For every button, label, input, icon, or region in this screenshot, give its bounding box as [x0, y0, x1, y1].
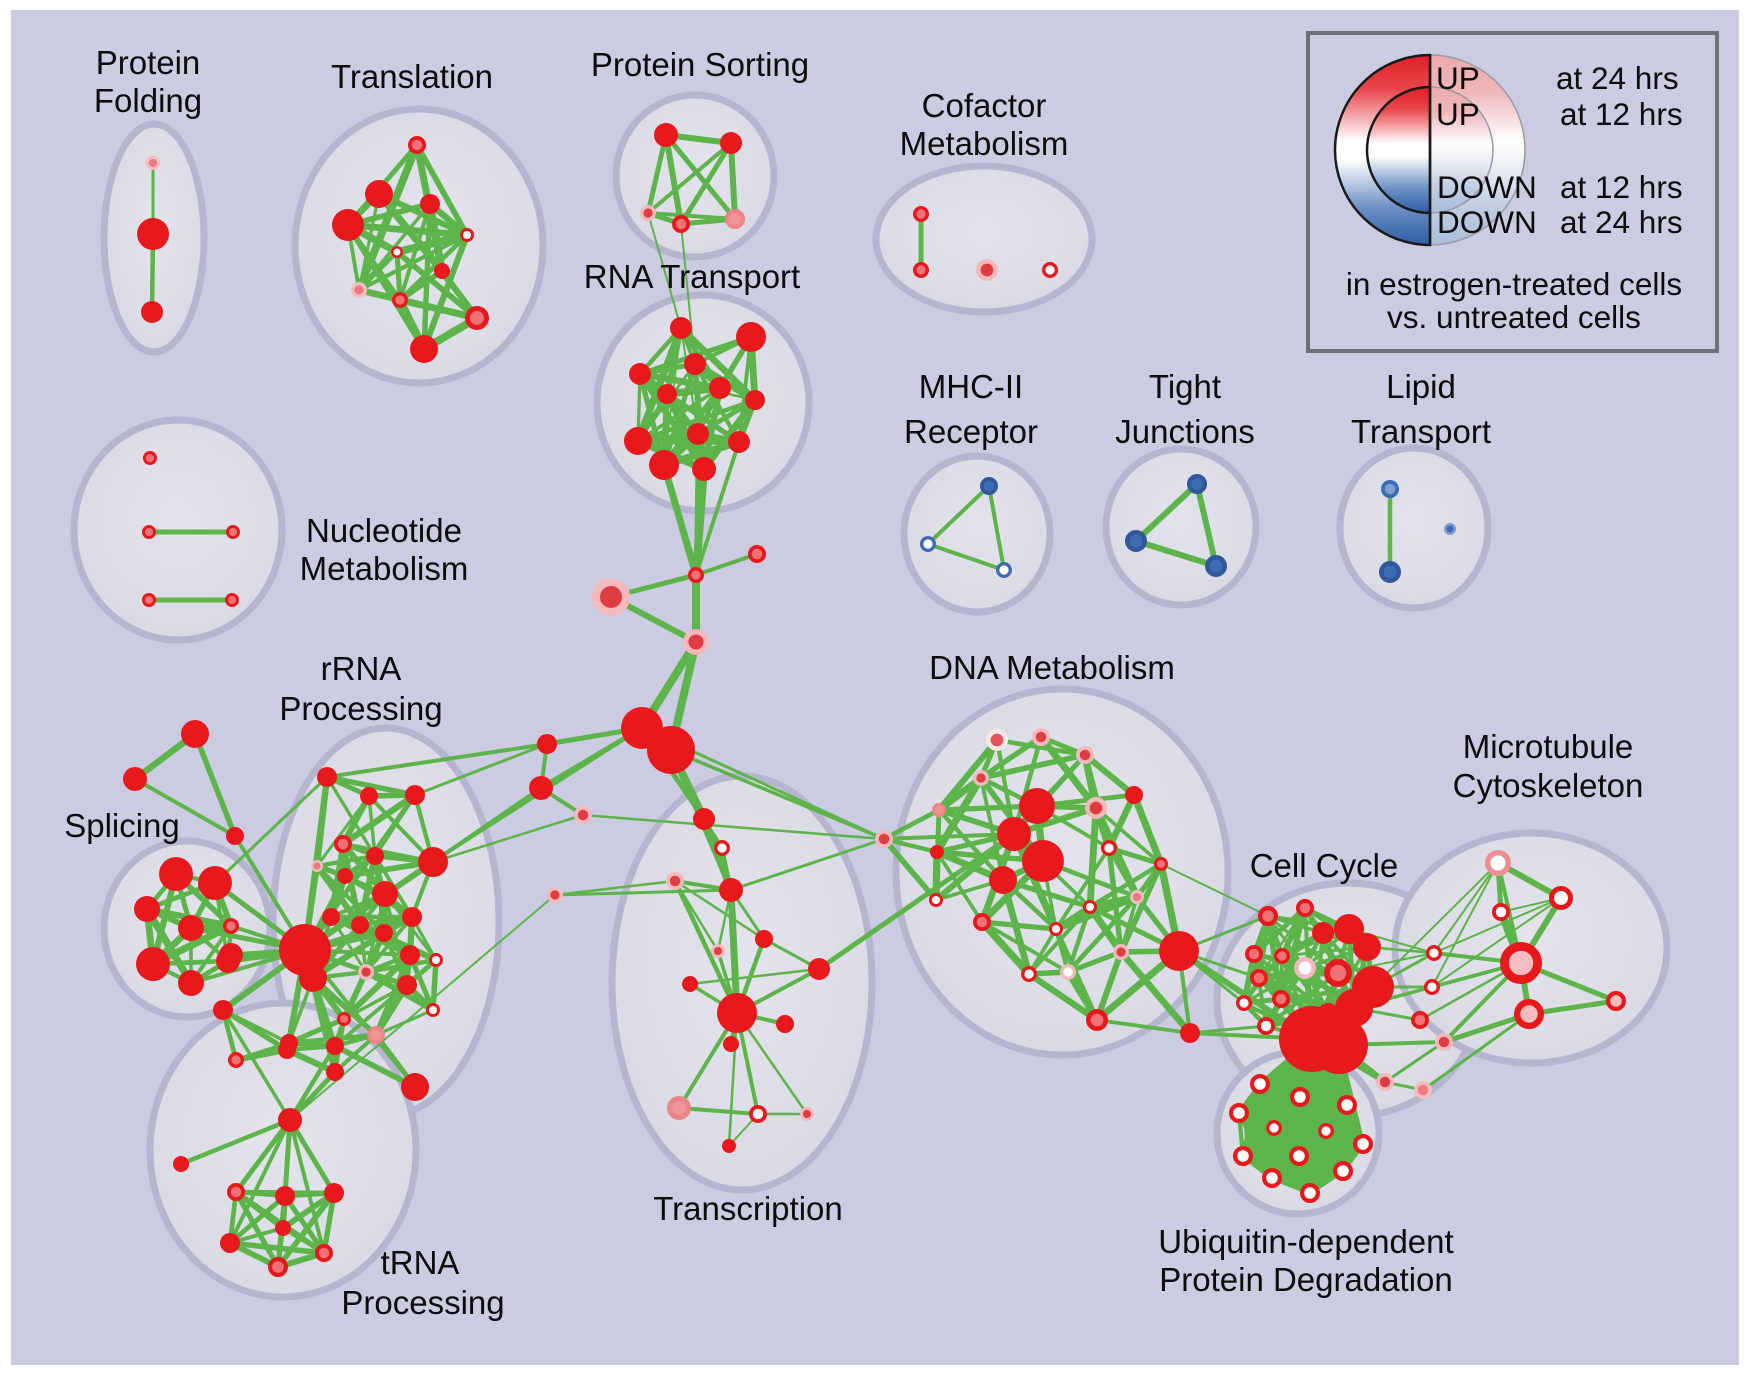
svg-text:Protein: Protein: [96, 44, 201, 81]
svg-text:rRNA: rRNA: [321, 650, 402, 687]
svg-text:at 12 hrs: at 12 hrs: [1560, 169, 1683, 205]
svg-text:Receptor: Receptor: [904, 413, 1038, 450]
svg-text:Metabolism: Metabolism: [300, 550, 469, 587]
svg-text:DOWN: DOWN: [1437, 204, 1537, 240]
svg-text:Splicing: Splicing: [64, 807, 180, 844]
svg-text:Cytoskeleton: Cytoskeleton: [1453, 767, 1644, 804]
svg-text:UP: UP: [1436, 96, 1480, 132]
svg-text:vs. untreated cells: vs. untreated cells: [1387, 299, 1641, 335]
svg-text:Transport: Transport: [1351, 413, 1491, 450]
svg-text:Microtubule: Microtubule: [1463, 728, 1634, 765]
svg-text:Translation: Translation: [331, 58, 493, 95]
svg-text:Transcription: Transcription: [653, 1190, 843, 1227]
svg-text:Nucleotide: Nucleotide: [306, 512, 462, 549]
svg-text:DNA Metabolism: DNA Metabolism: [929, 649, 1175, 686]
svg-text:tRNA: tRNA: [381, 1244, 460, 1281]
svg-text:at 24 hrs: at 24 hrs: [1560, 204, 1683, 240]
svg-text:RNA Transport: RNA Transport: [584, 258, 800, 295]
svg-text:Folding: Folding: [94, 82, 202, 119]
svg-text:Tight: Tight: [1149, 368, 1221, 405]
svg-text:in estrogen-treated cells: in estrogen-treated cells: [1346, 266, 1682, 302]
svg-text:Metabolism: Metabolism: [900, 125, 1069, 162]
svg-text:Protein Degradation: Protein Degradation: [1159, 1261, 1453, 1298]
svg-text:UP: UP: [1436, 60, 1480, 96]
svg-text:at 24 hrs: at 24 hrs: [1556, 60, 1679, 96]
svg-text:Ubiquitin-dependent: Ubiquitin-dependent: [1158, 1223, 1453, 1260]
svg-text:Lipid: Lipid: [1386, 368, 1456, 405]
svg-text:at 12 hrs: at 12 hrs: [1560, 96, 1683, 132]
svg-text:Processing: Processing: [341, 1284, 504, 1321]
svg-text:Cell Cycle: Cell Cycle: [1250, 847, 1399, 884]
svg-text:Junctions: Junctions: [1115, 413, 1254, 450]
svg-text:Protein Sorting: Protein Sorting: [591, 46, 809, 83]
svg-text:DOWN: DOWN: [1437, 169, 1537, 205]
svg-text:Processing: Processing: [279, 690, 442, 727]
svg-text:MHC-II: MHC-II: [919, 368, 1023, 405]
svg-text:Cofactor: Cofactor: [922, 87, 1047, 124]
